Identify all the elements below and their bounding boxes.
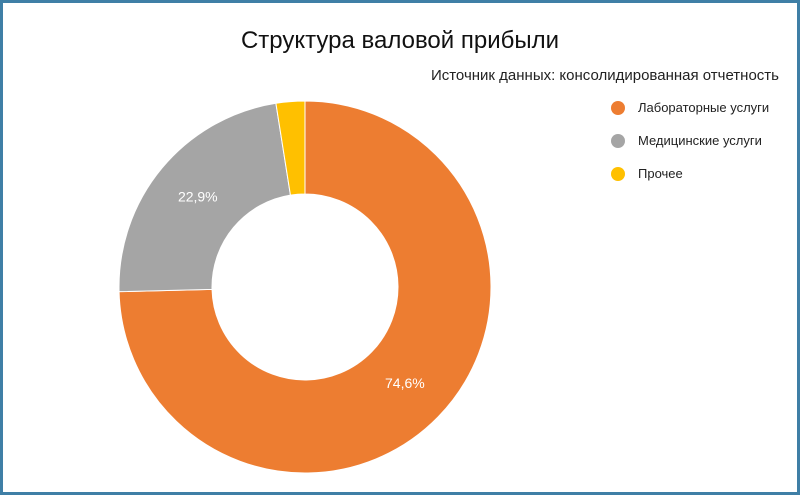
data-label-medical: 22,9% [178, 188, 218, 204]
donut-chart: 74,6% 22,9% [118, 100, 492, 474]
slice-lab[interactable] [118, 100, 492, 474]
legend-label-medical: Медицинские услуги [638, 133, 762, 148]
slice-other[interactable] [275, 100, 306, 196]
legend-item-medical[interactable]: Медицинские услуги [611, 132, 769, 149]
chart-title: Структура валовой прибыли [240, 27, 560, 54]
legend-label-lab: Лабораторные услуги [638, 100, 770, 115]
chart-subtitle: Источник данных: консолидированная отчет… [430, 67, 779, 84]
legend-label-other: Прочее [638, 166, 683, 181]
chart-legend: Лабораторные услуги Медицинские услуги П… [611, 99, 769, 198]
slice-medical[interactable] [118, 102, 292, 293]
legend-swatch-other [611, 166, 625, 181]
data-label-lab: 74,6% [385, 375, 425, 391]
legend-swatch-lab [611, 100, 625, 115]
legend-item-lab[interactable]: Лабораторные услуги [611, 99, 769, 116]
legend-item-other[interactable]: Прочее [611, 165, 769, 182]
legend-swatch-medical [611, 133, 625, 148]
